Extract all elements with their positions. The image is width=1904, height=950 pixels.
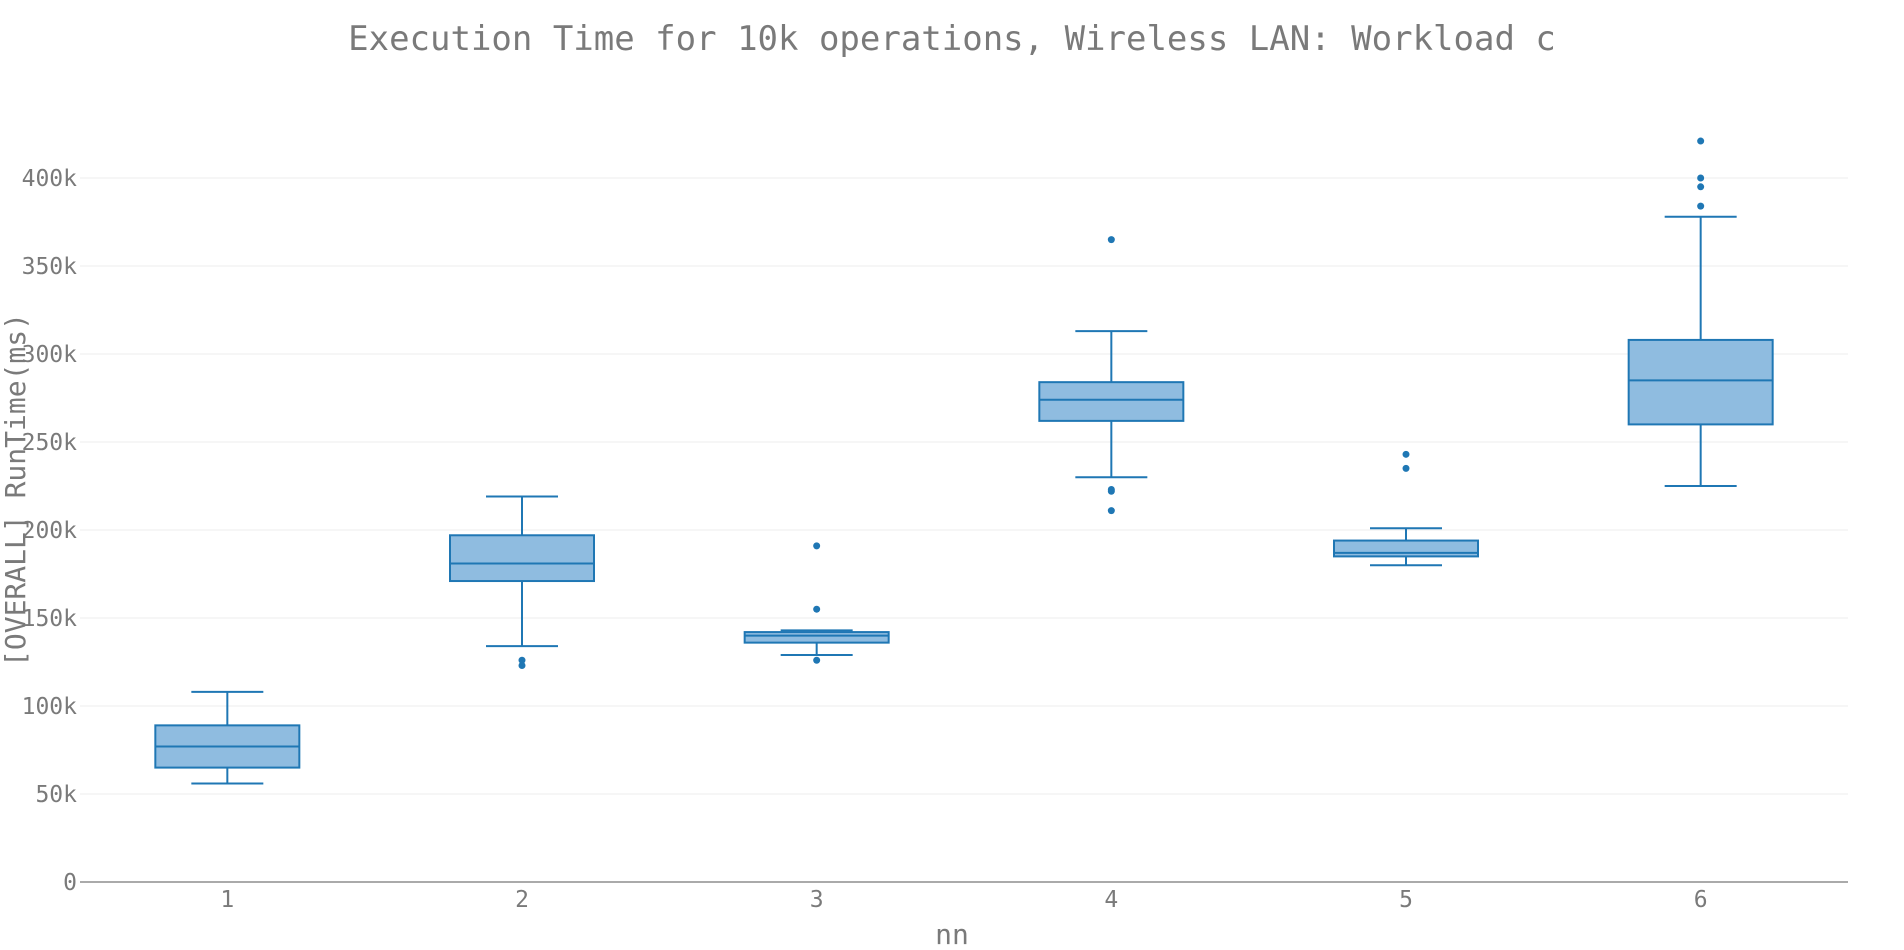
- outlier-point: [813, 542, 821, 550]
- box-group-1: [154, 690, 301, 785]
- y-axis-label: [OVERALL] RunTime(ms): [0, 313, 32, 667]
- x-axis-label: nn: [935, 918, 969, 950]
- outlier-point: [518, 662, 526, 670]
- outlier-point: [1402, 464, 1410, 472]
- box-iqr: [1038, 381, 1185, 422]
- x-tick-label: 6: [1694, 887, 1708, 913]
- y-tick-label: 300k: [22, 342, 78, 368]
- x-tick-label: 1: [220, 887, 234, 913]
- outlier-point: [1697, 137, 1705, 145]
- outlier-point: [1697, 183, 1705, 191]
- y-tick-label: 400k: [22, 166, 78, 192]
- x-tick-label: 4: [1104, 887, 1118, 913]
- box-group-6: [1627, 137, 1774, 487]
- y-tick-label: 150k: [22, 606, 78, 632]
- x-tick-label: 2: [515, 887, 529, 913]
- boxes: [154, 137, 1774, 785]
- outlier-point: [1697, 202, 1705, 210]
- box-iqr: [743, 631, 890, 644]
- outlier-point: [813, 605, 821, 613]
- chart-title: Execution Time for 10k operations, Wirel…: [348, 19, 1556, 59]
- outlier-point: [1697, 174, 1705, 182]
- outlier-point: [1402, 450, 1410, 458]
- box-iqr: [449, 534, 595, 583]
- box-group-4: [1038, 236, 1185, 515]
- outlier-point: [813, 656, 821, 664]
- outlier-point: [1107, 236, 1115, 244]
- x-tick-label: 3: [810, 887, 824, 913]
- y-tick-label: 100k: [22, 694, 78, 720]
- y-tick-label: 0: [63, 870, 77, 896]
- box-group-3: [743, 542, 890, 664]
- y-tick-label: 250k: [22, 430, 78, 456]
- box-iqr: [1333, 539, 1479, 558]
- box-group-5: [1333, 450, 1479, 567]
- box-iqr: [1627, 338, 1774, 426]
- gridlines: [80, 177, 1848, 795]
- box-group-2: [449, 495, 595, 670]
- y-tick-label: 50k: [35, 782, 77, 808]
- outlier-point: [1107, 486, 1115, 494]
- axes: 0 50k 100k 150k 200k 250k 300k 350k 400k 1 2 3 4 5 6: [22, 166, 1848, 913]
- x-tick-label: 5: [1399, 887, 1413, 913]
- y-tick-label: 350k: [22, 254, 78, 280]
- y-tick-label: 200k: [22, 518, 78, 544]
- outlier-point: [1107, 507, 1115, 515]
- outlier-point: [518, 656, 526, 664]
